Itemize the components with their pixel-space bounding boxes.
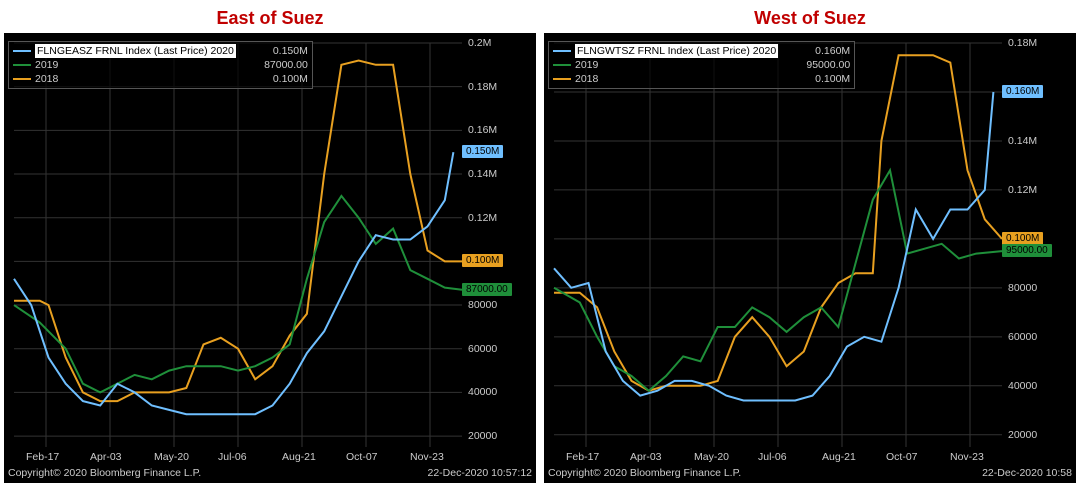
legend: FLNGWTSZ FRNL Index (Last Price) 2020 0.1… <box>548 41 855 89</box>
panel-east: East of Suez 200004000060000800000.1M0.1… <box>0 0 540 504</box>
value-tag: 87000.00 <box>462 283 512 296</box>
legend-label: 2018 <box>575 72 778 86</box>
value-tag: 0.100M <box>1002 232 1043 245</box>
legend-value: 0.100M <box>254 72 308 86</box>
legend-value: 87000.00 <box>254 58 308 72</box>
series-line-2020 <box>554 92 993 401</box>
series-line-2020 <box>14 152 453 414</box>
legend-swatch <box>553 50 571 52</box>
copyright-bar: Copyright© 2020 Bloomberg Finance L.P. 22… <box>8 467 532 479</box>
copyright-text: Copyright© 2020 Bloomberg Finance L.P. <box>548 467 741 479</box>
legend-label: 2019 <box>575 58 778 72</box>
chart-title-east: East of Suez <box>0 0 540 33</box>
panel-west: West of Suez 200004000060000800000.1M0.1… <box>540 0 1080 504</box>
legend-value: 0.160M <box>796 44 850 58</box>
legend-value: 95000.00 <box>796 58 850 72</box>
chart-title-west: West of Suez <box>540 0 1080 33</box>
legend-swatch <box>553 64 571 66</box>
chart-west: 200004000060000800000.1M0.12M0.14M0.16M0… <box>544 33 1076 483</box>
legend-swatch <box>13 64 31 66</box>
legend-label: 2019 <box>35 58 236 72</box>
chart-east: 200004000060000800000.1M0.12M0.14M0.16M0… <box>4 33 536 483</box>
legend-label: FLNGEASZ FRNL Index (Last Price) 2020 <box>35 44 236 58</box>
legend: FLNGEASZ FRNL Index (Last Price) 2020 0.1… <box>8 41 313 89</box>
copyright-bar: Copyright© 2020 Bloomberg Finance L.P. 22… <box>548 467 1072 479</box>
legend-swatch <box>553 78 571 80</box>
legend-value: 0.150M <box>254 44 308 58</box>
copyright-text: Copyright© 2020 Bloomberg Finance L.P. <box>8 467 201 479</box>
timestamp: 22-Dec-2020 10:58 <box>982 467 1072 479</box>
value-tag: 0.150M <box>462 145 503 158</box>
value-tag: 0.100M <box>462 254 503 267</box>
value-tag: 0.160M <box>1002 85 1043 98</box>
legend-value: 0.100M <box>796 72 850 86</box>
timestamp: 22-Dec-2020 10:57:12 <box>428 467 533 479</box>
legend-label: 2018 <box>35 72 236 86</box>
legend-swatch <box>13 50 31 52</box>
legend-label: FLNGWTSZ FRNL Index (Last Price) 2020 <box>575 44 778 58</box>
value-tag: 95000.00 <box>1002 244 1052 257</box>
legend-swatch <box>13 78 31 80</box>
